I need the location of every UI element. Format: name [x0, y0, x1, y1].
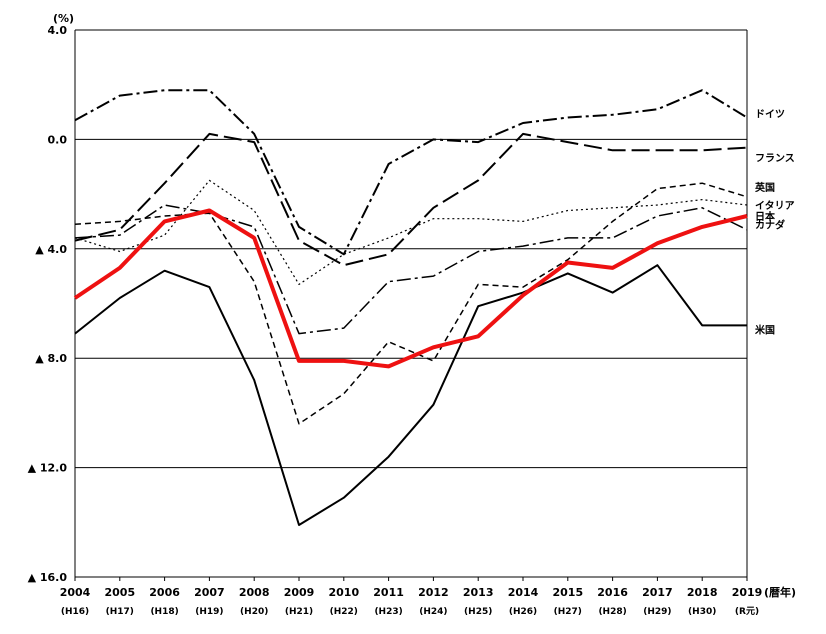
x-sub-label: (H23) [374, 607, 402, 617]
x-sub-label: (H26) [509, 607, 537, 617]
x-tick-label: 2014 [508, 586, 539, 599]
y-tick-label: 4.0 [48, 24, 68, 37]
series-line [74, 264, 747, 526]
y-tick-label: ▲ 16.0 [28, 571, 68, 584]
series-label: 英国 [754, 181, 775, 194]
x-tick-label: 2006 [149, 586, 180, 599]
y-unit-label: (%) [53, 12, 74, 25]
x-tick-label: 2011 [373, 586, 404, 599]
x-tick-label: 2012 [418, 586, 449, 599]
x-tick-label: 2009 [284, 586, 315, 599]
x-tick-label: 2005 [104, 586, 135, 599]
x-sub-label: (H21) [285, 607, 313, 617]
x-tick-label: 2017 [642, 586, 673, 599]
x-tick-label: 2004 [60, 586, 91, 599]
x-sub-label: (H18) [150, 607, 178, 617]
series-label: 日本 [755, 210, 776, 223]
y-tick-label: ▲ 4.0 [35, 243, 67, 256]
x-sub-label: (H29) [643, 607, 671, 617]
series-label: カナダ [755, 219, 785, 232]
series-line [73, 208, 748, 369]
x-sub-label: (H30) [688, 607, 716, 617]
x-tick-label: 2010 [328, 586, 359, 599]
series-label: ドイツ [755, 109, 785, 121]
x-tick-label: 2018 [687, 586, 718, 599]
x-sub-label: (H24) [419, 607, 447, 617]
series-label: イタリア [755, 200, 795, 212]
series-line [74, 179, 748, 285]
x-sub-label: (H16) [61, 607, 89, 617]
y-tick-label: ▲ 12.0 [28, 462, 68, 475]
y-tick-label: ▲ 8.0 [35, 352, 67, 365]
y-tick-label: 0.0 [48, 133, 68, 146]
x-sub-label: (H19) [195, 607, 223, 617]
x-sub-label: (H25) [464, 607, 492, 617]
x-tick-label: 2016 [597, 586, 628, 599]
x-tick-label: 2013 [463, 586, 494, 599]
series-label: 米国 [755, 323, 775, 336]
x-sub-label: (H27) [554, 607, 582, 617]
grid-layer [75, 29, 747, 469]
x-sub-label: (H17) [106, 607, 134, 617]
x-tick-label: 2019 [732, 586, 763, 599]
x-sub-label: (H28) [598, 607, 626, 617]
series-layer [73, 89, 748, 526]
x-sub-label: (R元) [735, 606, 759, 617]
series-line [74, 204, 748, 335]
x-tick-label: 2015 [552, 586, 583, 599]
x-sub-label: (H20) [240, 607, 268, 617]
series-label: フランス [755, 153, 795, 165]
x-tick-label: 2008 [239, 586, 270, 599]
series-line [74, 89, 748, 256]
axis-layer: 4.0 0.0 ▲ 4.0 ▲ 8.0 ▲ 12.0 ▲ 16.0 2004 (H16) 200… [28, 24, 797, 617]
x-sub-label: (H22) [330, 607, 358, 617]
series-line [74, 132, 748, 267]
x-suffix-label: (暦年) [764, 585, 796, 599]
x-tick-label: 2007 [194, 586, 225, 599]
